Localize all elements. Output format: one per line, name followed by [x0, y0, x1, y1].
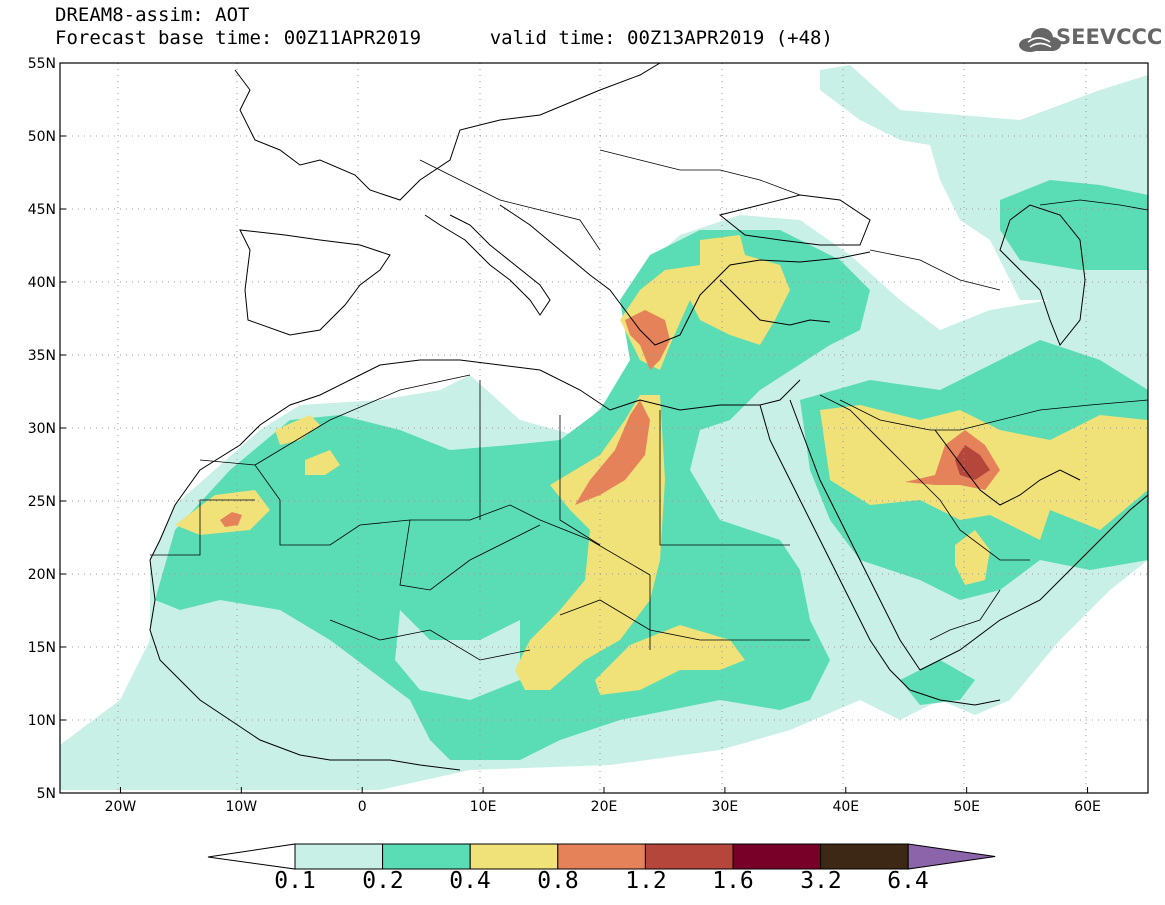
lat-tick-label: 40N	[28, 275, 56, 291]
lon-tick-label: 0	[358, 799, 367, 815]
map-title: DREAM8-assim: AOT	[55, 4, 250, 26]
black-sea	[718, 194, 871, 246]
lon-tick-label: 40E	[832, 799, 859, 815]
lat-tick-label: 50N	[28, 129, 56, 145]
north-africa-coast	[149, 359, 801, 561]
lat-tick-label: 30N	[28, 421, 56, 437]
lon-tick-label: 30E	[712, 799, 739, 815]
colorbar-label: 0.4	[449, 868, 491, 894]
base-time-value: 00Z11APR2019	[283, 27, 422, 49]
lon-tick-label: 10E	[470, 799, 497, 815]
turkey-coast	[719, 279, 831, 326]
italy-coast	[424, 214, 551, 316]
lon-tick-label: 10W	[225, 799, 257, 815]
tick-marks	[60, 62, 1089, 794]
base-time-label: Forecast base time:	[55, 27, 273, 49]
colorbar-label: 1.6	[712, 868, 754, 894]
lat-tick-label: 20N	[28, 567, 56, 583]
colorbar-over-arrow	[907, 843, 996, 870]
lat-tick-label: 15N	[28, 640, 56, 656]
lat-tick-label: 10N	[28, 713, 56, 729]
logo	[1019, 28, 1061, 52]
colorbar-box	[644, 843, 734, 870]
red-sea-east	[789, 399, 921, 671]
colorbar-box	[469, 843, 559, 870]
colorbar-label: 3.2	[800, 868, 842, 894]
colorbar-label: 6.4	[887, 868, 929, 894]
europe-coast	[234, 63, 661, 201]
persian-gulf	[934, 429, 1081, 506]
red-sea-west	[759, 404, 911, 691]
lon-tick-label: 50E	[953, 799, 980, 815]
lat-tick-label: 5N	[37, 786, 56, 802]
coastlines	[149, 63, 1148, 771]
colorbar-box	[732, 843, 822, 870]
colorbar-label: 0.8	[537, 868, 579, 894]
lat-tick-label: 25N	[28, 494, 56, 510]
lat-tick-label: 55N	[28, 56, 56, 72]
aot-field	[60, 65, 1148, 790]
iberia-coast	[239, 229, 391, 336]
colorbar-box	[820, 843, 909, 870]
colorbar-label: 0.2	[362, 868, 404, 894]
forecast-times: Forecast base time: 00Z11APR2019 valid t…	[55, 27, 833, 49]
country-borders	[150, 149, 1148, 661]
lat-tick-label: 35N	[28, 348, 56, 364]
colorbar-under-arrow	[207, 843, 296, 870]
west-africa-coast	[149, 559, 461, 771]
lon-tick-label: 60E	[1074, 799, 1101, 815]
lon-tick-label: 20W	[105, 799, 137, 815]
arabia-coast	[919, 494, 1148, 671]
valid-time-value: 00Z13APR2019 (+48)	[627, 27, 833, 49]
balkans-coast	[499, 204, 871, 346]
colorbar-label: 0.1	[274, 868, 316, 894]
cloud-icon	[1019, 28, 1061, 52]
logo-text: SEEVCCC	[1056, 25, 1163, 49]
colorbar-box	[294, 843, 384, 870]
colorbar-label: 1.2	[625, 868, 667, 894]
latitude-labels: 5N 10N 15N 20N 25N 30N 35N 40N 45N 50N 55N	[28, 56, 56, 802]
longitude-labels: 20W 10W 0 10E 20E 30E 40E 50E 60E	[105, 799, 1101, 815]
caspian-sea	[999, 204, 1086, 346]
colorbar	[207, 843, 996, 870]
valid-time-label: valid time:	[489, 27, 616, 49]
colorbar-box	[382, 843, 471, 870]
lat-tick-label: 45N	[28, 202, 56, 218]
horn-africa-coast	[909, 689, 1001, 706]
lon-tick-label: 20E	[591, 799, 618, 815]
colorbar-box	[557, 843, 646, 870]
